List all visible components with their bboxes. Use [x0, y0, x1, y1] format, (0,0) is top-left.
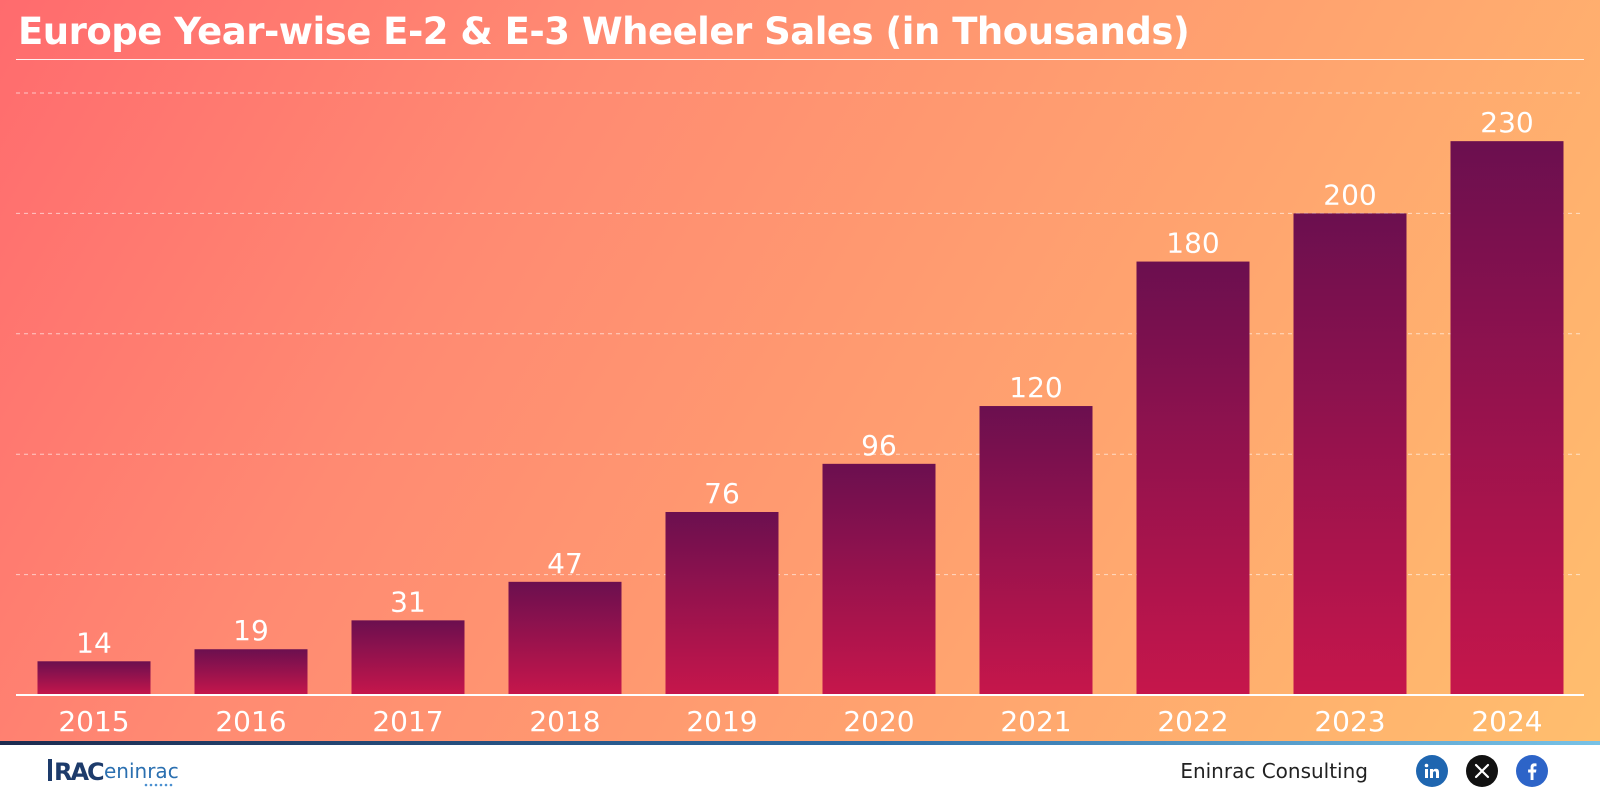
- footer-stripe: [0, 741, 1600, 745]
- bar-2023: [1293, 213, 1407, 695]
- bar-2018: [508, 581, 622, 695]
- data-label-2017: 31: [390, 585, 426, 618]
- x-tick-label-2016: 2016: [215, 705, 286, 738]
- footer: RAC eninrac Eninrac Consulting: [0, 741, 1600, 800]
- brand-name: Eninrac Consulting: [1180, 759, 1368, 783]
- x-tick-label-2024: 2024: [1471, 705, 1542, 738]
- bar-2015: [37, 661, 151, 695]
- bar-2019: [665, 511, 779, 695]
- data-label-2018: 47: [547, 547, 583, 580]
- eninrac-logo: RAC eninrac: [48, 758, 179, 787]
- data-label-2020: 96: [861, 429, 897, 462]
- x-tick-label-2021: 2021: [1000, 705, 1071, 738]
- data-label-2021: 120: [1009, 371, 1062, 404]
- data-label-2015: 14: [76, 626, 112, 659]
- bar-2022: [1136, 261, 1250, 695]
- bar-2017: [351, 620, 465, 695]
- x-icon[interactable]: [1466, 755, 1498, 787]
- linkedin-icon[interactable]: [1416, 755, 1448, 787]
- x-tick-labels: 2015 2016 2017 2018 2019 2020 2021 2022 2023 2024: [58, 705, 1542, 738]
- chart-title: Europe Year-wise E-2 & E-3 Wheeler Sales…: [18, 10, 1190, 53]
- svg-text:RAC: RAC: [54, 758, 104, 786]
- bar-2021: [979, 406, 1093, 695]
- data-label-2019: 76: [704, 477, 740, 510]
- facebook-icon[interactable]: [1516, 755, 1548, 787]
- chart-canvas: 14 19 31 47 76 96 120 180 200 230 2015 2016 2017 201…: [0, 0, 1600, 741]
- bar-2024: [1450, 141, 1564, 695]
- x-tick-label-2020: 2020: [843, 705, 914, 738]
- x-tick-label-2018: 2018: [529, 705, 600, 738]
- x-tick-label-2015: 2015: [58, 705, 129, 738]
- svg-text:eninrac: eninrac: [104, 759, 179, 783]
- x-tick-label-2017: 2017: [372, 705, 443, 738]
- data-label-2024: 230: [1480, 106, 1533, 139]
- bar-2016: [194, 649, 308, 695]
- data-labels: 14 19 31 47 76 96 120 180 200 230: [76, 106, 1534, 659]
- x-tick-label-2019: 2019: [686, 705, 757, 738]
- bars: [37, 141, 1564, 695]
- data-label-2022: 180: [1166, 227, 1219, 260]
- data-label-2016: 19: [233, 614, 269, 647]
- x-tick-label-2022: 2022: [1157, 705, 1228, 738]
- x-tick-label-2023: 2023: [1314, 705, 1385, 738]
- data-label-2023: 200: [1323, 178, 1376, 211]
- title-underline: [16, 59, 1584, 60]
- bar-2020: [822, 463, 936, 695]
